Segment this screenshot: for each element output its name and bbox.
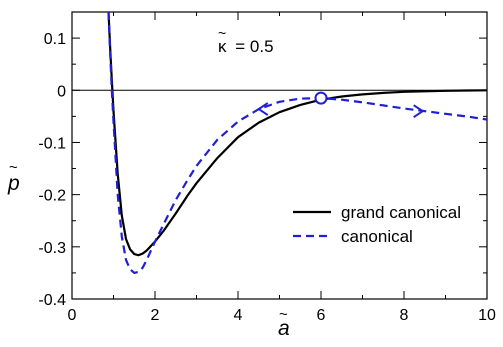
series-clip-group [107, 12, 487, 274]
annotation-tilde: ~ [218, 25, 226, 41]
x-tick-label: 2 [151, 307, 160, 324]
series-line-grand-canonical [107, 12, 487, 257]
x-tick-label: 10 [478, 307, 496, 324]
y-tick-label: -0.3 [38, 240, 66, 257]
direction-arrow-right [413, 104, 425, 118]
series-layer [107, 12, 487, 274]
open-circle-marker [314, 91, 328, 105]
x-tick-label: 8 [400, 307, 409, 324]
kappa-annotation: κ = 0.5 [218, 37, 274, 56]
x-tick-label: 0 [68, 307, 77, 324]
y-tick-label: -0.1 [38, 135, 66, 152]
axis-ticks: 0 2 4 6 8 10 0.1 0 -0.1 -0.2 -0.3 -0.4 [38, 12, 496, 324]
series-line-canonical [107, 12, 487, 274]
annotation-symbol: κ [218, 37, 227, 56]
legend: grand canonical canonical [293, 203, 461, 246]
y-tick-label: 0.1 [44, 31, 66, 48]
y-axis-label: p [7, 172, 20, 195]
x-tick-label: 4 [234, 307, 243, 324]
y-tick-label: 0 [57, 83, 66, 100]
y-tick-label: -0.2 [38, 188, 66, 205]
x-axis-label-tilde: ~ [279, 306, 288, 323]
annotation-value: = 0.5 [235, 37, 273, 56]
direction-arrow-left [256, 102, 269, 116]
legend-label-canonical: canonical [341, 227, 413, 246]
y-axis-label-tilde: ~ [9, 159, 18, 176]
axes-frame [71, 11, 488, 300]
plot-frame [71, 11, 488, 300]
x-axis-label: a [278, 317, 290, 340]
y-tick-label: -0.4 [38, 292, 66, 309]
x-tick-label: 6 [317, 307, 326, 324]
legend-label-grand-canonical: grand canonical [341, 203, 461, 222]
